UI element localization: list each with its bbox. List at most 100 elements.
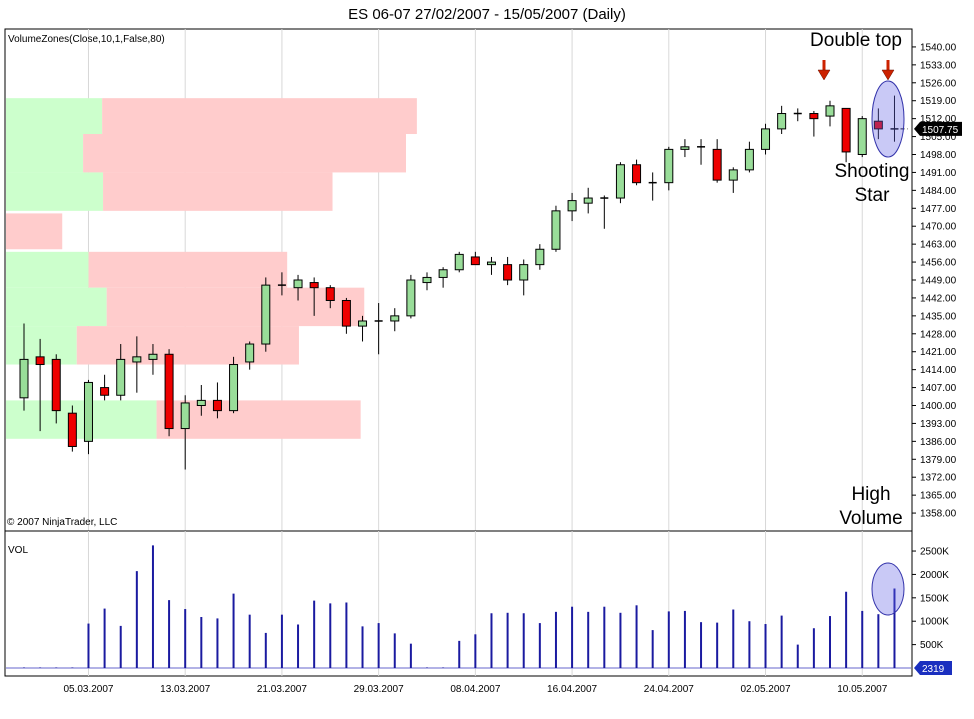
volume-zone-up bbox=[6, 98, 103, 135]
price-axis: 1540.00 1533.00 1526.00 1519.00 1512.00 1505.… bbox=[912, 42, 957, 520]
x-axis: 05.03.2007 13.03.2007 21.03.2007 29.03.2007… bbox=[63, 684, 887, 695]
price-tick-label: 1512.00 bbox=[920, 114, 957, 125]
candle bbox=[454, 251, 464, 273]
candle-body-up bbox=[551, 210, 561, 250]
candle-body-up bbox=[728, 169, 738, 181]
price-tick-label: 1421.00 bbox=[920, 347, 957, 358]
candle bbox=[761, 123, 771, 155]
candle bbox=[245, 341, 255, 370]
candle bbox=[358, 315, 368, 342]
candle bbox=[793, 108, 802, 122]
candle bbox=[196, 385, 206, 416]
candle-body-up bbox=[744, 148, 754, 171]
candle-body-down bbox=[212, 399, 222, 412]
volume-tick-label: 2500K bbox=[920, 547, 949, 558]
volume-zone-up bbox=[6, 400, 157, 439]
candle-body-up bbox=[358, 320, 368, 327]
volume-tick-label: 1000K bbox=[920, 617, 949, 628]
x-tick-label: 24.04.2007 bbox=[644, 684, 694, 695]
candle-body-down bbox=[632, 164, 642, 184]
candle bbox=[422, 272, 432, 291]
candle-body-up bbox=[567, 200, 577, 212]
candle-body-down bbox=[51, 358, 61, 412]
price-tick-label: 1414.00 bbox=[920, 365, 957, 376]
volume-pane: 2500K 2000K 1500K 1000K 500K bbox=[4, 530, 949, 677]
candle bbox=[857, 116, 867, 158]
candle-body-down bbox=[841, 107, 851, 153]
candle bbox=[632, 159, 642, 186]
candle-body-up bbox=[261, 284, 271, 345]
price-pane: 1540.00 1533.00 1526.00 1519.00 1512.00 1505.… bbox=[4, 28, 957, 532]
x-tick-label: 29.03.2007 bbox=[354, 684, 404, 695]
candle bbox=[712, 139, 722, 183]
x-tick-label: 10.05.2007 bbox=[837, 684, 887, 695]
price-tick-label: 1519.00 bbox=[920, 96, 957, 107]
candle-body-down bbox=[470, 256, 480, 266]
candle-body-down bbox=[100, 387, 110, 396]
x-tick-label: 16.04.2007 bbox=[547, 684, 597, 695]
last-price-marker: 1507.75 bbox=[900, 121, 962, 136]
candle-body-up bbox=[825, 105, 835, 117]
candle bbox=[293, 274, 303, 301]
price-tick-label: 1526.00 bbox=[920, 78, 957, 89]
volume-zone-down bbox=[156, 400, 361, 439]
candle-body-up bbox=[486, 261, 496, 266]
candle bbox=[148, 344, 158, 375]
volume-zone-down bbox=[83, 134, 406, 173]
price-tick-label: 1484.00 bbox=[920, 186, 957, 197]
candle bbox=[100, 374, 110, 401]
annotations: Double top Shooting Star High Volume bbox=[810, 30, 910, 616]
candle-body-up bbox=[535, 248, 545, 266]
candle bbox=[583, 187, 593, 214]
candle bbox=[503, 256, 513, 286]
candle-body-up bbox=[148, 353, 158, 360]
volume-tick-label: 500K bbox=[920, 640, 944, 651]
x-tick-label: 02.05.2007 bbox=[740, 684, 790, 695]
candle bbox=[374, 303, 383, 355]
candle bbox=[744, 141, 754, 173]
volume-zone-down bbox=[102, 98, 417, 135]
candle bbox=[841, 107, 851, 163]
volume-tick-label: 2000K bbox=[920, 570, 949, 581]
x-tick-label: 05.03.2007 bbox=[63, 684, 113, 695]
candle bbox=[825, 100, 835, 127]
candle bbox=[180, 395, 190, 470]
price-tick-label: 1386.00 bbox=[920, 437, 957, 448]
candle-body-up bbox=[422, 276, 432, 284]
candle bbox=[535, 244, 545, 270]
price-tick-label: 1533.00 bbox=[920, 60, 957, 71]
candle-body-up bbox=[519, 264, 529, 281]
down-arrow-icon bbox=[817, 69, 831, 81]
candle bbox=[470, 251, 480, 266]
candle bbox=[212, 382, 222, 419]
candle-body-up bbox=[583, 197, 593, 204]
candle bbox=[277, 272, 286, 296]
volume-zone-up bbox=[6, 172, 104, 211]
volume-zone-down bbox=[6, 213, 63, 250]
candle bbox=[777, 105, 787, 135]
candle-body-up bbox=[390, 315, 400, 322]
candle bbox=[164, 349, 174, 437]
candle-body-up bbox=[777, 113, 787, 130]
last-volume-marker: 2319 bbox=[914, 661, 952, 675]
candle-body-up bbox=[19, 358, 29, 399]
candle-body-up bbox=[406, 279, 416, 317]
candle-body-up bbox=[196, 399, 206, 407]
candle bbox=[116, 344, 126, 401]
volume-bars bbox=[6, 545, 911, 669]
candle bbox=[19, 323, 29, 411]
price-tick-label: 1477.00 bbox=[920, 204, 957, 215]
volume-axis: 2500K 2000K 1500K 1000K 500K bbox=[912, 547, 949, 651]
candle-body-up bbox=[83, 381, 93, 442]
candle bbox=[261, 277, 271, 352]
volume-zones bbox=[6, 98, 417, 439]
candle bbox=[600, 195, 609, 229]
candle-body-up bbox=[116, 358, 126, 396]
x-tick-label: 21.03.2007 bbox=[257, 684, 307, 695]
candle bbox=[309, 277, 319, 316]
candle bbox=[132, 336, 142, 393]
price-tick-label: 1428.00 bbox=[920, 329, 957, 340]
candle bbox=[51, 354, 61, 424]
volume-tick-label: 1500K bbox=[920, 593, 949, 604]
